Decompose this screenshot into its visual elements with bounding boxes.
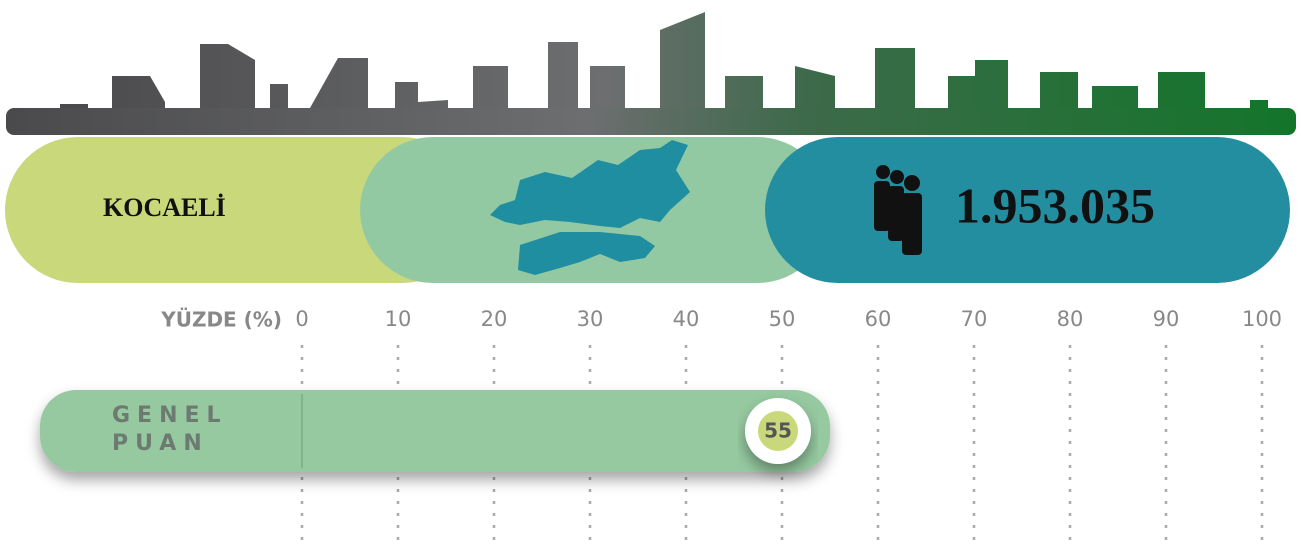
x-tick-label: 0	[295, 307, 308, 331]
x-tick-label: 50	[769, 307, 796, 331]
city-name: KOCAELİ	[103, 193, 226, 222]
x-tick-label: 100	[1242, 307, 1282, 331]
x-tick-label: 80	[1057, 307, 1084, 331]
people-icon	[874, 165, 922, 255]
x-tick-label: 20	[481, 307, 508, 331]
value-label: 55	[764, 419, 792, 443]
map	[490, 140, 690, 275]
x-tick-label: 30	[577, 307, 604, 331]
x-tick-label: 40	[673, 307, 700, 331]
x-tick-label: 90	[1153, 307, 1180, 331]
x-tick-label: 10	[385, 307, 412, 331]
city-pill	[5, 137, 475, 283]
category-label: GENEL PUAN	[112, 403, 228, 456]
bar	[40, 390, 830, 472]
x-tick-label: 70	[961, 307, 988, 331]
axis-label: YÜZDE (%)	[160, 308, 282, 332]
badge-inner	[758, 411, 798, 451]
population: 1.953.035	[955, 177, 1155, 233]
skyline	[6, 12, 1296, 135]
x-tick-label: 60	[865, 307, 892, 331]
